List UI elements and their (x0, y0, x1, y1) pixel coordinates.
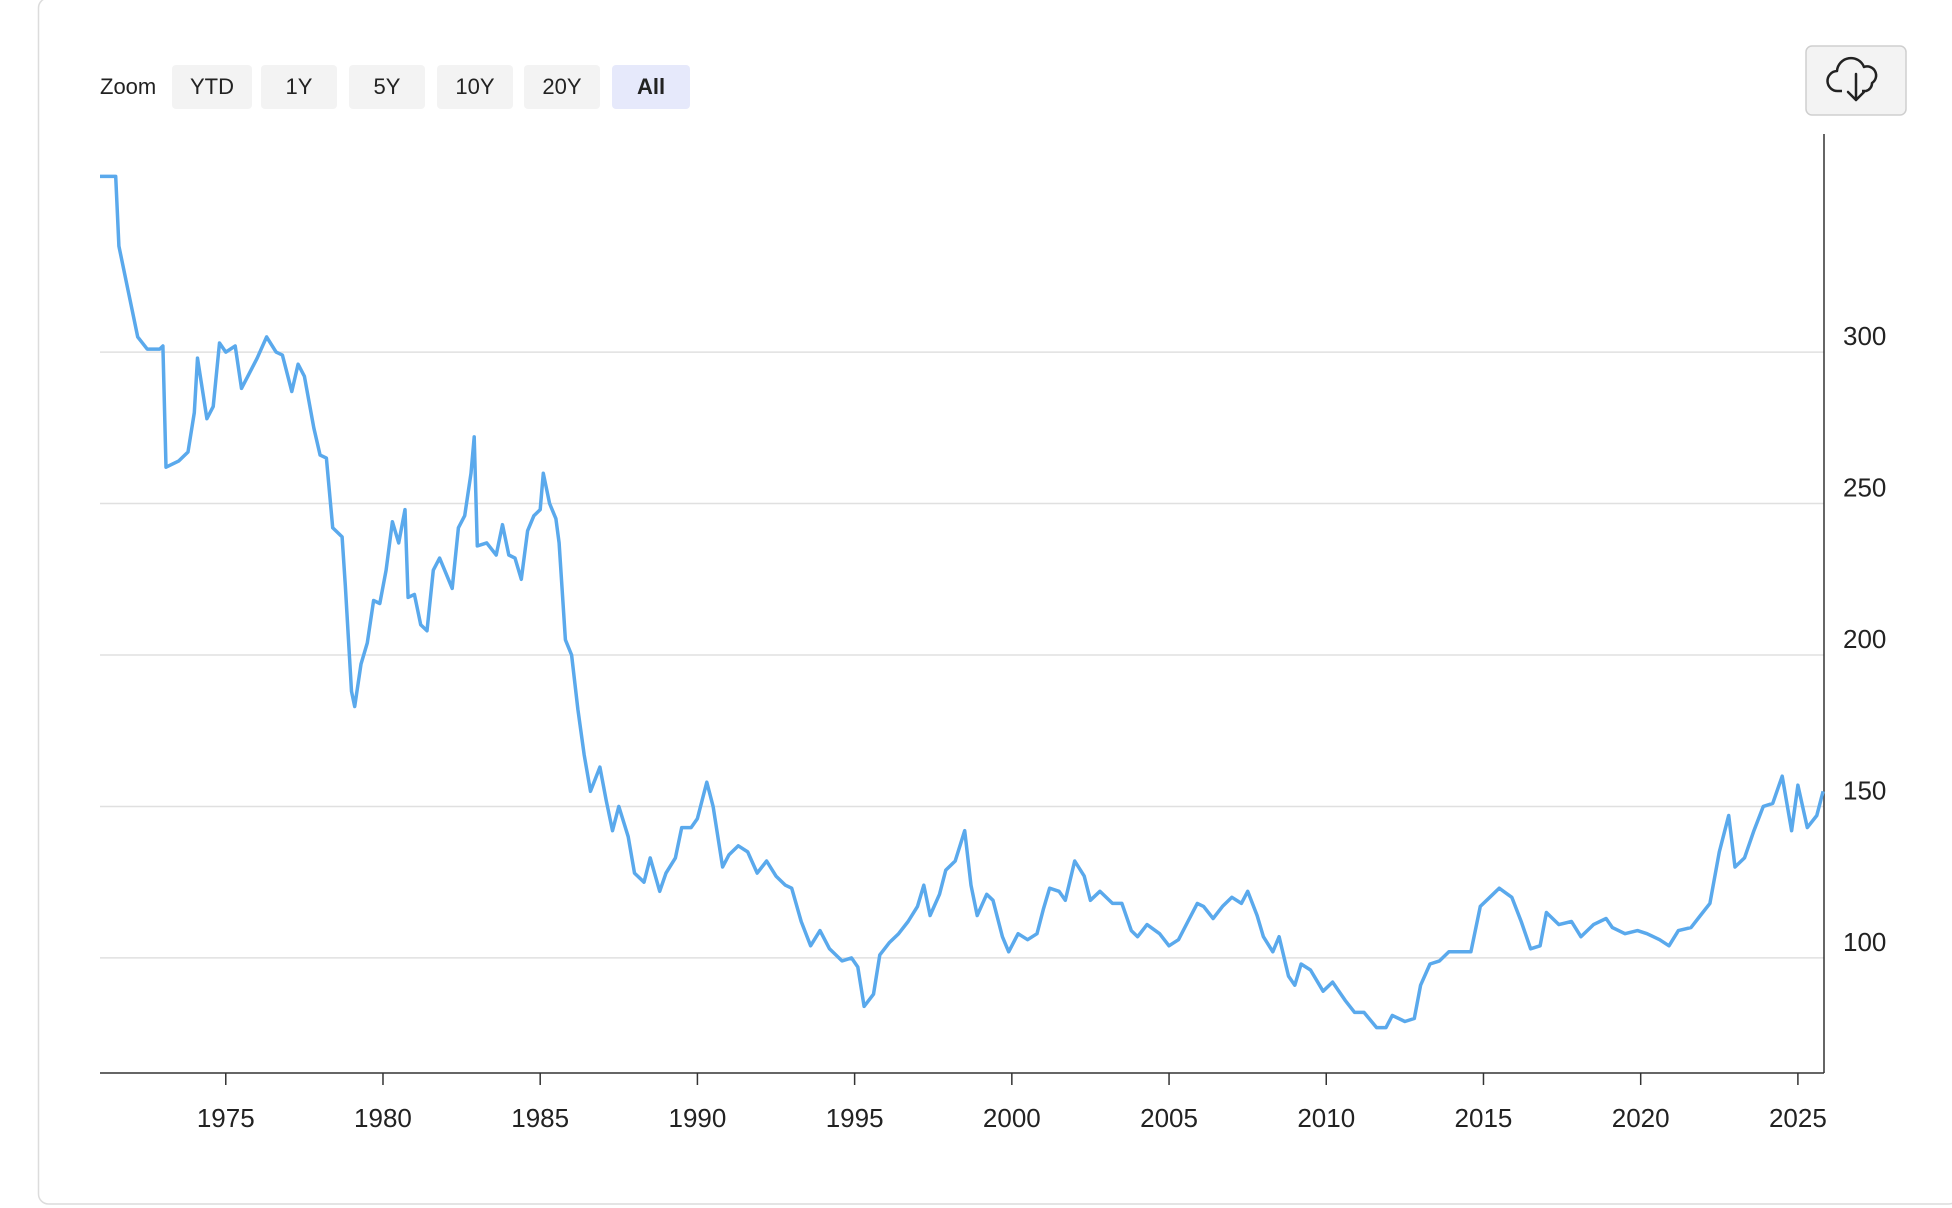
zoom-button-bg[interactable] (612, 65, 690, 109)
series-line (100, 174, 1825, 1030)
zoom-button-bg[interactable] (437, 65, 513, 109)
x-tick-label: 1995 (826, 1103, 884, 1133)
y-tick-label: 250 (1843, 472, 1886, 502)
card (37, 0, 1952, 1205)
plot: 100 150 200 250 300 1975 1980 1985 1990 1995 2000 2… (100, 134, 1886, 1133)
zoom-button-label[interactable]: 1Y (286, 74, 313, 99)
zoom-button[interactable]: All (612, 65, 690, 109)
zoom-label: Zoom (100, 74, 156, 99)
zoom-button[interactable]: YTD (172, 65, 252, 109)
x-tick-label: 1975 (197, 1103, 255, 1133)
zoom-button-label[interactable]: 20Y (542, 74, 581, 99)
zoom-button-bg[interactable] (261, 65, 337, 109)
arrow-icon (1846, 72, 1866, 102)
zoom-button[interactable]: 5Y (349, 65, 425, 109)
x-tick-label: 2025 (1769, 1103, 1827, 1133)
zoom-button[interactable]: 10Y (437, 65, 513, 109)
download-button[interactable] (1805, 45, 1907, 116)
y-tick-label: 150 (1843, 775, 1886, 805)
x-tick-label: 2000 (983, 1103, 1041, 1133)
zoom-button-label[interactable]: All (637, 74, 665, 99)
zoom-button-label[interactable]: 10Y (455, 74, 494, 99)
zoom-button-label[interactable]: YTD (190, 74, 234, 99)
zoom-button-bg[interactable] (524, 65, 600, 109)
zoom-button[interactable]: 20Y (524, 65, 600, 109)
zoom-button-label[interactable]: 5Y (374, 74, 401, 99)
x-tick-label: 1985 (511, 1103, 569, 1133)
x-tick-label: 2020 (1612, 1103, 1670, 1133)
cloud-icon (1826, 56, 1878, 93)
zoom-bar: Zoom YTD 1Y 5Y 10Y 20Y All (100, 65, 690, 109)
x-tick-label: 1990 (668, 1103, 726, 1133)
x-tick-label: 2010 (1297, 1103, 1355, 1133)
zoom-button-bg[interactable] (172, 65, 252, 109)
zoom-button[interactable]: 1Y (261, 65, 337, 109)
y-tick-label: 100 (1843, 927, 1886, 957)
x-tick-label: 2015 (1455, 1103, 1513, 1133)
x-tick-label: 1980 (354, 1103, 412, 1133)
x-tick-label: 2005 (1140, 1103, 1198, 1133)
y-tick-label: 200 (1843, 624, 1886, 654)
y-tick-label: 300 (1843, 321, 1886, 351)
zoom-button-bg[interactable] (349, 65, 425, 109)
